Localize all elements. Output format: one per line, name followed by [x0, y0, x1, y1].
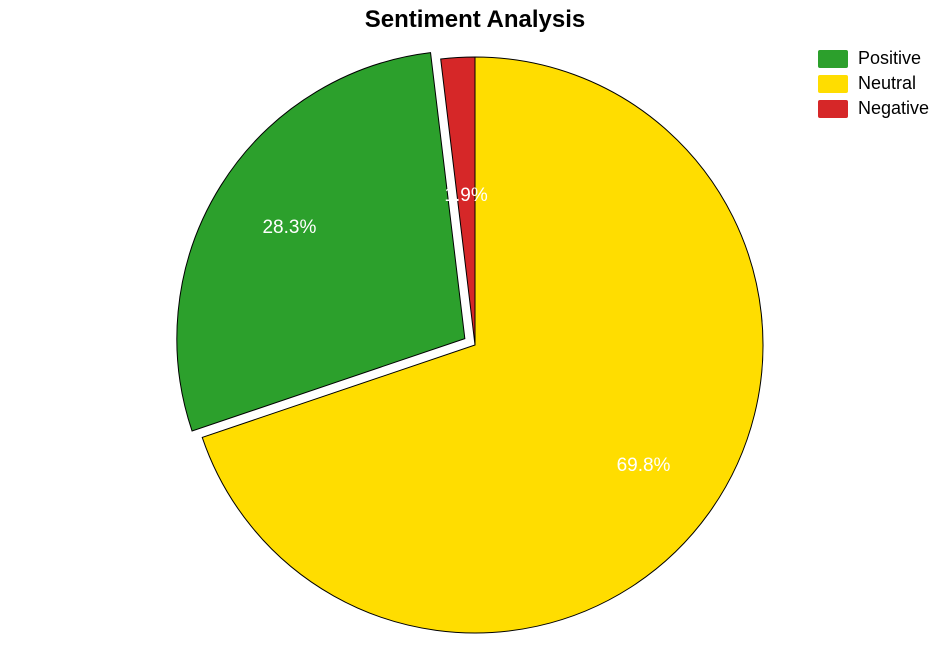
- legend-label-negative: Negative: [858, 98, 929, 119]
- legend-item-positive: Positive: [818, 48, 929, 69]
- pie-slice-label-negative: 1.9%: [444, 185, 487, 207]
- legend-item-negative: Negative: [818, 98, 929, 119]
- pie-chart: [0, 0, 950, 662]
- chart-stage: Sentiment Analysis PositiveNeutralNegati…: [0, 0, 950, 662]
- legend-swatch-neutral: [818, 75, 848, 93]
- legend-item-neutral: Neutral: [818, 73, 929, 94]
- legend-label-positive: Positive: [858, 48, 921, 69]
- legend-label-neutral: Neutral: [858, 73, 916, 94]
- legend-swatch-negative: [818, 100, 848, 118]
- pie-slice-label-neutral: 69.8%: [617, 455, 671, 477]
- legend-swatch-positive: [818, 50, 848, 68]
- legend: Positive Neutral Negative: [818, 48, 929, 123]
- pie-slice-label-positive: 28.3%: [262, 217, 316, 239]
